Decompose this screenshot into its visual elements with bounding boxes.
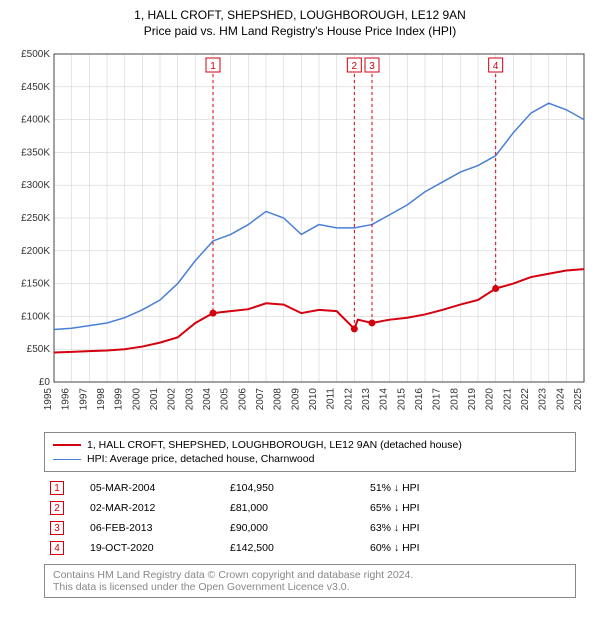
chart-title: 1, HALL CROFT, SHEPSHED, LOUGHBOROUGH, L…: [8, 8, 592, 22]
x-tick-label: 2002: [167, 388, 178, 411]
x-tick-label: 2021: [502, 388, 513, 411]
x-tick-label: 2008: [273, 388, 284, 411]
marker-box-number: 4: [493, 61, 499, 72]
x-tick-label: 2005: [220, 388, 231, 411]
x-tick-label: 1995: [43, 388, 54, 411]
transaction-price: £90,000: [224, 518, 364, 538]
x-tick-label: 2001: [149, 388, 160, 411]
transaction-marker: 3: [50, 521, 64, 535]
legend-row: 1, HALL CROFT, SHEPSHED, LOUGHBOROUGH, L…: [53, 439, 567, 451]
marker-box-number: 3: [369, 61, 375, 72]
footer-line-2: This data is licensed under the Open Gov…: [53, 581, 567, 593]
table-row: 2 02-MAR-2012£81,00065% ↓ HPI: [44, 498, 576, 518]
legend-label: 1, HALL CROFT, SHEPSHED, LOUGHBOROUGH, L…: [87, 439, 462, 451]
y-tick-label: £500K: [21, 49, 50, 60]
transaction-date: 19-OCT-2020: [84, 538, 224, 558]
transaction-price: £81,000: [224, 498, 364, 518]
legend: 1, HALL CROFT, SHEPSHED, LOUGHBOROUGH, L…: [44, 432, 576, 472]
transaction-pct: 60% ↓ HPI: [364, 538, 576, 558]
y-tick-label: £100K: [21, 311, 50, 322]
transaction-date: 06-FEB-2013: [84, 518, 224, 538]
x-tick-label: 2017: [432, 388, 443, 411]
x-tick-label: 1996: [61, 388, 72, 411]
footer-line-1: Contains HM Land Registry data © Crown c…: [53, 569, 567, 581]
legend-swatch: [53, 459, 81, 460]
transaction-price: £142,500: [224, 538, 364, 558]
x-tick-label: 2013: [361, 388, 372, 411]
transaction-date: 02-MAR-2012: [84, 498, 224, 518]
marker-box-number: 1: [210, 61, 216, 72]
transaction-marker: 2: [50, 501, 64, 515]
transaction-price: £104,950: [224, 478, 364, 498]
x-tick-label: 2019: [467, 388, 478, 411]
x-tick-label: 1998: [96, 388, 107, 411]
x-tick-label: 2023: [538, 388, 549, 411]
x-tick-label: 2015: [396, 388, 407, 411]
y-tick-label: £200K: [21, 246, 50, 257]
y-tick-label: £300K: [21, 180, 50, 191]
x-tick-label: 2014: [379, 388, 390, 411]
y-tick-label: £450K: [21, 82, 50, 93]
chart-svg: £0 £50K £100K £150K £200K £250K £300K £350K £400…: [8, 44, 592, 424]
y-tick-label: £0: [39, 377, 51, 388]
legend-row: HPI: Average price, detached house, Char…: [53, 453, 567, 465]
x-tick-label: 2011: [326, 388, 337, 410]
y-tick-label: £350K: [21, 147, 50, 158]
x-tick-label: 2003: [184, 388, 195, 411]
x-tick-label: 1999: [114, 388, 125, 411]
x-tick-label: 2018: [449, 388, 460, 411]
transaction-marker: 4: [50, 541, 64, 555]
table-row: 4 19-OCT-2020£142,50060% ↓ HPI: [44, 538, 576, 558]
chart-subtitle: Price paid vs. HM Land Registry's House …: [8, 24, 592, 38]
table-row: 1 05-MAR-2004£104,95051% ↓ HPI: [44, 478, 576, 498]
y-tick-label: £400K: [21, 115, 50, 126]
transaction-date: 05-MAR-2004: [84, 478, 224, 498]
transaction-marker: 1: [50, 481, 64, 495]
y-tick-label: £150K: [21, 279, 50, 290]
title-block: 1, HALL CROFT, SHEPSHED, LOUGHBOROUGH, L…: [8, 8, 592, 38]
legend-swatch: [53, 444, 81, 446]
x-tick-label: 2010: [308, 388, 319, 411]
x-tick-label: 2016: [414, 388, 425, 411]
x-tick-label: 2012: [343, 388, 354, 411]
chart-area: £0 £50K £100K £150K £200K £250K £300K £350K £400…: [8, 44, 592, 424]
x-tick-label: 2009: [290, 388, 301, 411]
transaction-pct: 51% ↓ HPI: [364, 478, 576, 498]
footer: Contains HM Land Registry data © Crown c…: [44, 564, 576, 598]
y-tick-label: £50K: [27, 344, 51, 355]
legend-label: HPI: Average price, detached house, Char…: [87, 453, 314, 465]
x-tick-label: 2022: [520, 388, 531, 411]
transactions-table: 1 05-MAR-2004£104,95051% ↓ HPI 2 02-MAR-201…: [44, 478, 576, 558]
table-row: 3 06-FEB-2013£90,00063% ↓ HPI: [44, 518, 576, 538]
transaction-pct: 63% ↓ HPI: [364, 518, 576, 538]
x-tick-label: 2024: [555, 388, 566, 411]
x-tick-label: 2006: [237, 388, 248, 411]
x-tick-label: 2025: [573, 388, 584, 411]
marker-box-number: 2: [352, 61, 358, 72]
transaction-pct: 65% ↓ HPI: [364, 498, 576, 518]
x-tick-label: 2007: [255, 388, 266, 411]
x-tick-label: 2000: [131, 388, 142, 411]
x-tick-label: 2004: [202, 388, 213, 411]
x-tick-label: 2020: [485, 388, 496, 411]
y-tick-label: £250K: [21, 213, 50, 224]
x-tick-label: 1997: [78, 388, 89, 411]
